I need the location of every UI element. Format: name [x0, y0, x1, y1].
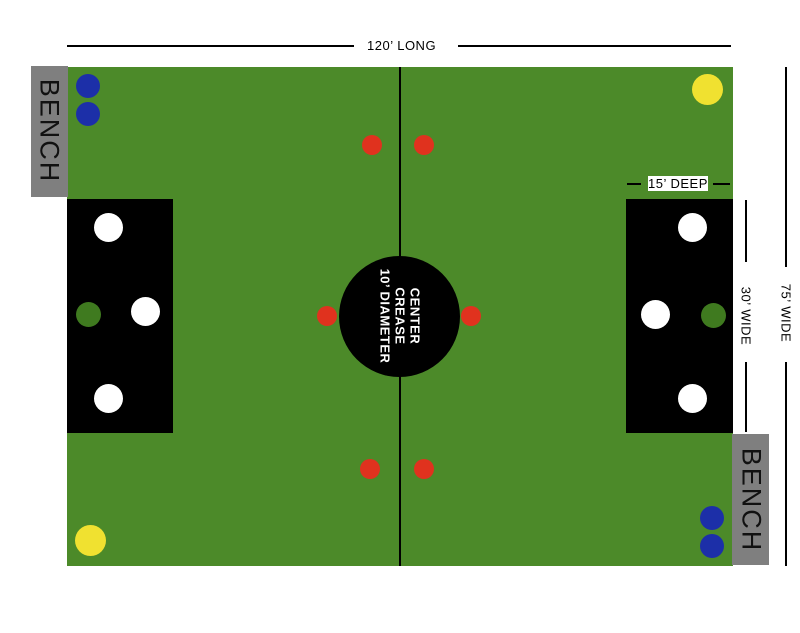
crease-label-line2: CREASE	[392, 287, 408, 345]
player-red	[461, 306, 481, 326]
player-green	[701, 303, 726, 328]
player-yellow	[692, 74, 723, 105]
player-white	[94, 213, 123, 242]
player-blue	[76, 102, 100, 126]
player-red	[414, 135, 434, 155]
player-red	[414, 459, 434, 479]
player-white	[678, 384, 707, 413]
left-bench	[31, 66, 68, 197]
left-bench-label: BENCH	[34, 78, 65, 184]
player-red	[317, 306, 337, 326]
player-red	[362, 135, 382, 155]
goal-depth-label: 15’ DEEP	[648, 176, 708, 191]
player-yellow	[75, 525, 106, 556]
player-white	[678, 213, 707, 242]
goal-width-label: 30’ WIDE	[738, 286, 754, 346]
crease-label-line1: CENTER	[407, 287, 423, 345]
right-bench-label: BENCH	[736, 447, 767, 553]
player-green	[76, 302, 101, 327]
player-white	[94, 384, 123, 413]
width-dimension-line-bottom	[785, 362, 787, 566]
width-dimension-line-top	[785, 67, 787, 267]
width-label: 75’ WIDE	[778, 283, 794, 343]
goal-width-line-top	[745, 200, 747, 262]
right-bench	[732, 434, 769, 565]
player-blue	[700, 534, 724, 558]
goal-depth-line-left	[627, 183, 641, 185]
length-label: 120’ LONG	[367, 38, 437, 53]
goal-width-line-bottom	[745, 362, 747, 432]
goal-depth-line-right	[713, 183, 730, 185]
crease-label-line3: 10’ DIAMETER	[377, 268, 393, 364]
player-white	[131, 297, 160, 326]
player-red	[360, 459, 380, 479]
center-crease	[339, 256, 460, 377]
length-dimension-line-right	[458, 45, 731, 47]
length-dimension-line-left	[67, 45, 354, 47]
center-crease-label: CENTER CREASE 10’ DIAMETER	[378, 269, 423, 364]
player-blue	[700, 506, 724, 530]
player-white	[641, 300, 670, 329]
player-blue	[76, 74, 100, 98]
